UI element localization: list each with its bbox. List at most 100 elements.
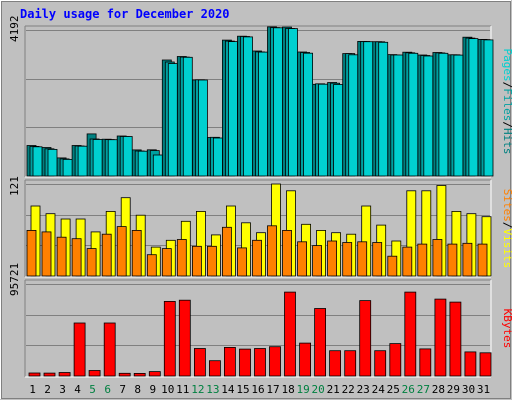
y-max-label-sites-visits: 121 (8, 176, 21, 196)
y-max-label-pages-files-hits: 4192 (8, 16, 21, 43)
sites-bar-day-3 (56, 236, 67, 277)
pages-bar-day-30 (468, 38, 479, 177)
pages-bar-day-4 (77, 145, 88, 177)
pages-bar-day-2 (47, 148, 58, 177)
kbytes-bar-day-4 (73, 322, 86, 377)
x-tick-label-day-24: 24 (372, 383, 386, 396)
sites-bar-day-25 (387, 255, 398, 277)
kbytes-bar-day-24 (374, 350, 387, 377)
pages-bar-day-6 (107, 139, 118, 177)
x-tick-label-day-16: 16 (251, 383, 264, 396)
chart-legends: Pages/Files/Hits Sites/Visits KBytes (501, 49, 512, 349)
pages-bar-day-16 (258, 51, 268, 177)
pages-bar-day-26 (408, 52, 419, 177)
pages-bar-day-17 (273, 27, 283, 177)
sites-bar-day-29 (447, 243, 458, 277)
x-tick-label-day-5: 5 (89, 383, 96, 396)
sites-bar-day-26 (402, 246, 413, 277)
legend-item-kbytes: KBytes (501, 309, 512, 349)
kbytes-bar-day-26 (404, 291, 417, 377)
x-tick-label-day-8: 8 (134, 383, 141, 396)
kbytes-bar-day-17 (269, 346, 281, 377)
kbytes-bar-day-27 (419, 348, 432, 377)
pages-bar-day-25 (393, 54, 404, 177)
x-tick-label-day-17: 17 (266, 383, 279, 396)
sites-bar-day-27 (417, 243, 428, 277)
x-tick-label-day-30: 30 (462, 383, 475, 396)
x-axis-day-labels: 1 2 3 4 5 6 7 8 9 10 11 12 13 14 15 16 17 18 19 20 21 22 23 24 2… (29, 383, 490, 396)
kbytes-bar-day-3 (58, 372, 71, 377)
sites-bar-day-11 (176, 239, 187, 277)
pages-bar-day-28 (438, 52, 449, 177)
kbytes-bar-day-5 (88, 370, 101, 377)
kbytes-bar-day-10 (163, 300, 176, 377)
legend-item-pages: Pages (501, 49, 512, 82)
sites-bar-day-10 (161, 248, 172, 277)
kbytes-bar-day-22 (344, 350, 357, 377)
x-tick-label-day-12: 12 (191, 383, 204, 396)
sites-bar-day-28 (432, 239, 443, 277)
kbytes-bar-day-18 (284, 291, 296, 377)
kbytes-bar-day-16 (254, 348, 266, 377)
legend-sites-visits: Sites/Visits (501, 189, 512, 269)
x-tick-label-day-19: 19 (296, 383, 309, 396)
sites-bar-day-19 (297, 241, 308, 277)
x-tick-label-day-3: 3 (59, 383, 66, 396)
kbytes-bar-day-7 (118, 372, 131, 377)
pages-bar-day-10 (167, 63, 178, 177)
kbytes-bar-day-2 (43, 372, 56, 377)
x-tick-label-day-20: 20 (311, 383, 324, 396)
pages-bar-day-22 (348, 54, 359, 177)
legend-separator: / (501, 222, 512, 229)
legend-pages-files-hits: Pages/Files/Hits (501, 49, 512, 155)
kbytes-bar-day-12 (193, 348, 206, 377)
chart-title: Daily usage for December 2020 (20, 7, 230, 21)
pages-bar-day-13 (212, 137, 223, 177)
sites-bar-day-8 (131, 229, 142, 277)
kbytes-bar-day-21 (329, 350, 342, 377)
series-sites (26, 225, 488, 277)
kbytes-bar-day-13 (208, 360, 221, 377)
kbytes-bar-day-23 (359, 300, 372, 377)
pages-bar-day-14 (227, 41, 238, 177)
kbytes-bar-day-14 (223, 346, 236, 377)
sites-bar-day-15 (237, 247, 247, 277)
sites-bar-day-2 (41, 231, 52, 277)
series-pages (32, 27, 494, 177)
kbytes-bar-day-28 (434, 298, 447, 377)
kbytes-bar-day-30 (464, 351, 477, 377)
x-tick-label-day-6: 6 (104, 383, 111, 396)
pages-bar-day-24 (378, 41, 389, 177)
sites-bar-day-12 (191, 245, 202, 277)
x-tick-label-day-13: 13 (206, 383, 219, 396)
x-tick-label-day-26: 26 (402, 383, 415, 396)
pages-bar-day-8 (137, 150, 148, 177)
sites-bar-day-16 (252, 239, 262, 277)
sites-bar-day-21 (327, 240, 338, 277)
sites-bar-day-7 (116, 226, 127, 277)
sites-bar-day-20 (312, 245, 323, 277)
x-tick-label-day-27: 27 (417, 383, 430, 396)
x-tick-label-day-23: 23 (357, 383, 370, 396)
sites-bar-day-23 (357, 241, 368, 277)
y-max-label-kbytes: 95721 (8, 263, 21, 296)
pages-bar-day-18 (288, 28, 298, 177)
legend-item-hits: Hits (501, 128, 512, 155)
sites-bar-day-13 (206, 245, 217, 277)
sites-bar-day-4 (71, 238, 82, 277)
pages-bar-day-1 (32, 146, 43, 177)
x-tick-label-day-31: 31 (477, 383, 490, 396)
kbytes-bar-day-29 (449, 301, 462, 377)
kbytes-bar-day-20 (314, 308, 327, 377)
kbytes-bar-day-6 (103, 322, 116, 377)
x-tick-label-day-1: 1 (29, 383, 36, 396)
kbytes-bar-day-25 (389, 343, 402, 377)
kbytes-bar-day-19 (299, 342, 312, 377)
kbytes-bar-day-1 (28, 372, 41, 377)
panel-kbytes: 95721 (8, 263, 492, 378)
x-tick-label-day-25: 25 (387, 383, 400, 396)
pages-bar-day-23 (363, 41, 374, 177)
legend-item-visits: Visits (501, 229, 512, 269)
